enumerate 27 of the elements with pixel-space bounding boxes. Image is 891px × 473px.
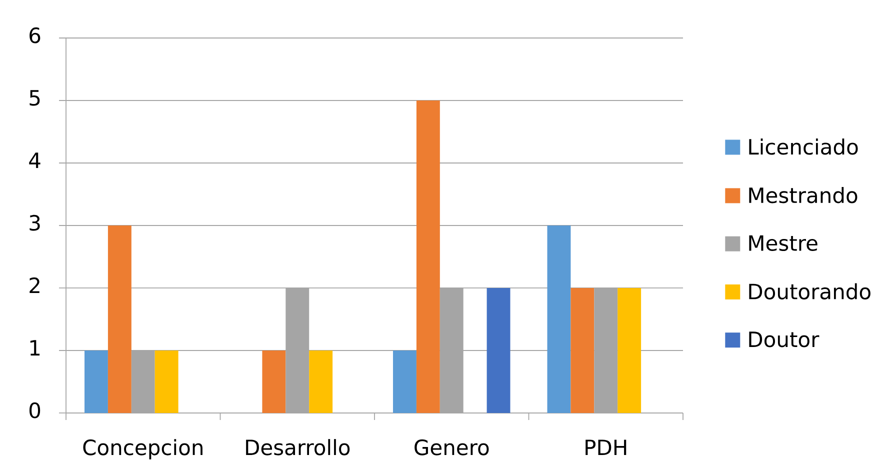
y-tick-label: 6 [30,27,40,44]
x-tick-label: Concepcion [83,439,202,460]
bar [309,350,333,413]
bar [393,350,416,413]
legend-label: Doutor [749,332,820,348]
legend-label: Mestre [749,235,818,252]
y-tick-label: 5 [30,90,40,106]
bar [416,100,440,413]
bar [570,288,594,413]
y-tick-label: 1 [30,340,40,356]
bar [108,225,132,413]
y-tick-label: 0 [29,402,40,418]
bar [486,288,510,413]
x-tick-label: Genero [414,439,489,456]
legend-label: Licenciado [749,138,858,155]
y-tick-label: 4 [29,152,40,168]
bar [547,225,571,413]
bar [618,288,642,413]
bar [154,350,178,413]
legend-label: Doutorando [749,283,870,300]
bar [262,350,286,413]
bar [84,350,108,413]
x-tick-label: PDH [586,440,626,456]
y-tick-label: 3 [30,214,40,231]
legend-label: Mestrando [749,186,858,204]
y-tick-label: 2 [30,277,40,293]
x-tick-label: Desarrollo [246,439,350,456]
